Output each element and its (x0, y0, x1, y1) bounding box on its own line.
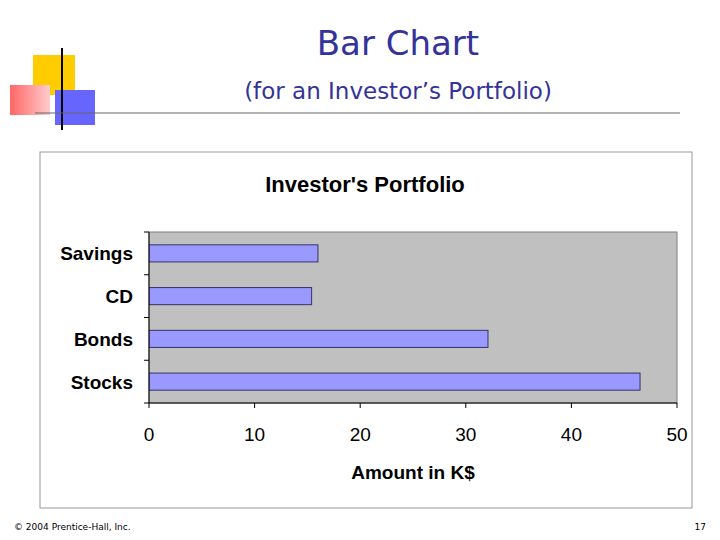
deco-vline (61, 48, 63, 130)
category-label: Stocks (71, 372, 133, 393)
deco-red (10, 85, 50, 115)
value-tick (571, 403, 572, 408)
footer: © 2004 Prentice-Hall, Inc. (14, 522, 131, 532)
value-tick (360, 403, 361, 408)
category-tick (144, 232, 149, 233)
value-tick (465, 403, 466, 408)
category-tick (144, 403, 149, 404)
category-label: CD (106, 286, 133, 307)
bar (149, 373, 640, 390)
bars (149, 245, 640, 390)
bar (149, 288, 312, 305)
value-tick-label: 50 (666, 424, 687, 445)
value-tick-label: 0 (144, 424, 155, 445)
value-tick-label: 20 (350, 424, 371, 445)
axis-title: Amount in K$ (351, 462, 475, 483)
plot-area (149, 232, 677, 403)
category-label: Bonds (74, 329, 133, 350)
slide-subtitle: (for an Investor’s Portfolio) (244, 78, 552, 104)
value-tick (677, 403, 678, 408)
slide: Bar Chart (for an Investor’s Portfolio) © … (0, 0, 720, 540)
chart-title: Investor's Portfolio (265, 172, 465, 197)
bar (149, 245, 318, 262)
category-tick (144, 274, 149, 275)
chart-frame (40, 152, 692, 508)
deco-hline (35, 113, 680, 114)
value-tick-label: 30 (455, 424, 476, 445)
value-tick-label: 10 (244, 424, 265, 445)
category-tick (144, 360, 149, 361)
value-axis (149, 403, 677, 404)
category-label: Savings (60, 243, 133, 264)
value-tick (254, 403, 255, 408)
slide-title: Bar Chart (317, 23, 479, 63)
category-tick (144, 317, 149, 318)
canvas: Bar Chart (for an Investor’s Portfolio) © … (0, 0, 720, 540)
bar (149, 330, 488, 347)
page-number: 17 (695, 522, 706, 532)
value-tick-label: 40 (561, 424, 582, 445)
value-tick (149, 403, 150, 408)
